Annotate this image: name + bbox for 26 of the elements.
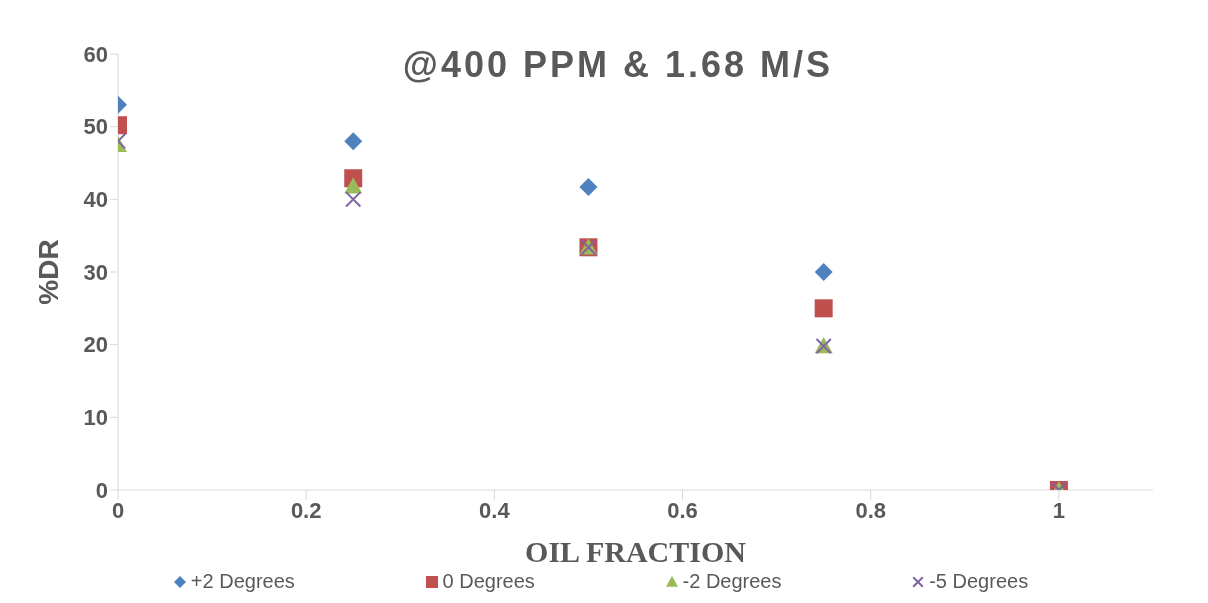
legend-label: -5 Degrees — [928, 570, 1029, 593]
x-tick-label: 0.2 — [290, 497, 322, 523]
x-tick-label: 0.6 — [667, 497, 698, 523]
x-tick-label: 0.8 — [855, 497, 887, 523]
legend-label: 0 Degrees — [441, 570, 535, 593]
x-tick-label: 0.4 — [479, 497, 511, 523]
x-axis-title: OIL FRACTION — [525, 535, 747, 568]
point — [814, 263, 833, 281]
y-tick-label: 20 — [83, 332, 108, 358]
y-tick-label: 10 — [83, 405, 108, 431]
y-tick-label: 60 — [83, 41, 108, 67]
chart-title: @400 PPM & 1.68 M/S — [402, 44, 834, 85]
x-tick-label: 1 — [1052, 497, 1066, 523]
point — [579, 177, 598, 196]
y-tick-label: 30 — [83, 259, 108, 285]
point — [814, 299, 833, 318]
legend-label: -2 Degrees — [681, 570, 782, 593]
point — [344, 177, 363, 194]
y-axis-title: %DR — [32, 239, 64, 305]
y-tick-label: 0 — [95, 477, 108, 503]
y-tick-label: 40 — [83, 187, 108, 213]
x-tick-label: 0 — [111, 497, 125, 523]
legend-label: +2 Degrees — [189, 570, 295, 593]
point — [344, 132, 363, 151]
point — [345, 191, 362, 208]
y-tick-label: 50 — [83, 114, 108, 140]
